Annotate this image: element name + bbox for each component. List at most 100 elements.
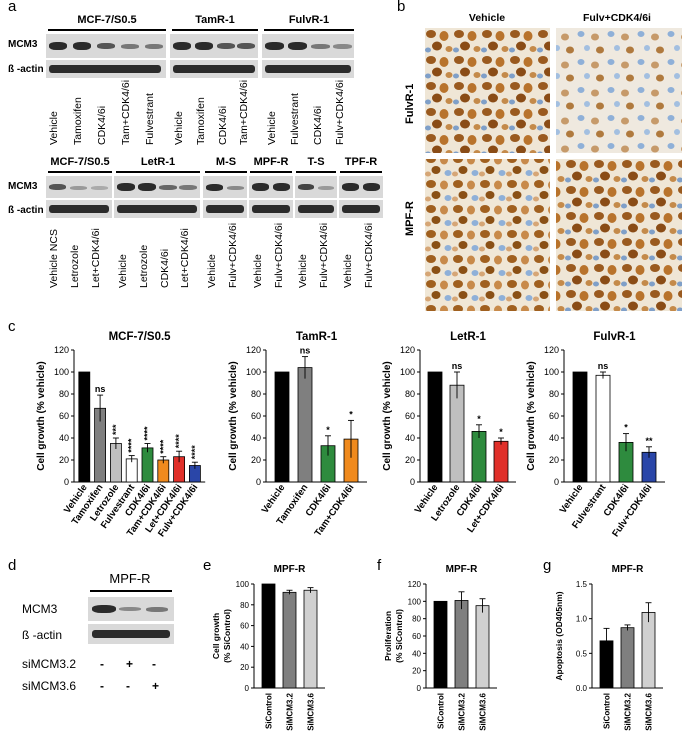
ihc-row-fulvr1: FulvR-1 [404,83,416,124]
significance-label: **** [174,434,184,449]
bar [303,589,318,689]
y-tick-label: 120 [408,580,422,589]
lane-label: CDK4/6i [96,105,108,145]
y-axis-label-line: (% SiControl) [222,609,232,663]
blot-strip [249,176,293,198]
chart-title: MPF-R [446,564,478,575]
category-label: SiMCM3.2 [624,692,633,730]
lane-label: Tamoxifen [195,97,207,145]
group-line [296,171,336,173]
bar [493,440,509,483]
group-line [116,171,200,173]
y-tick-label: 120 [544,345,559,355]
lane-label: Vehicle [297,254,309,288]
bar [475,605,490,689]
y-tick-label: 60 [405,411,415,421]
y-tick-label: 120 [54,345,69,355]
chart-title: TamR-1 [296,331,338,343]
y-axis-label: Apoptosis (OD405nm) [554,591,564,680]
blot-strip [203,200,247,218]
significance-label: ns [598,361,609,371]
row-label-mcm3: MCM3 [8,39,38,50]
group-line [90,590,172,592]
bar [641,612,656,689]
row-label-mcm3: MCM3 [22,602,58,616]
chart-fulvr1: FulvR-1 Cell growth (% vehicle) 0 20 40 60 80 1… [526,331,665,539]
y-tick-label: 120 [246,345,261,355]
significance-label: ns [95,384,106,394]
group-header-ts: T-S [307,156,325,168]
chart-title: MCF-7/S0.5 [109,331,172,343]
blot-strip [339,200,383,218]
y-tick-label: 0 [256,477,261,487]
blot-strip [262,60,354,78]
group-line [264,29,354,31]
chart-title: FulvR-1 [593,331,636,343]
group-line [250,171,292,173]
y-axis-label-line: (% SiControl) [394,609,404,663]
lane-label: Tam+CDK4/6i [238,79,250,145]
significance-label: *** [111,424,121,435]
chart-title: MPF-R [612,564,644,575]
row-label-actin: ß -actin [22,628,63,642]
panel-label-e: e [203,557,212,574]
significance-label: * [624,423,628,433]
blot-strip [203,176,247,198]
bar [572,371,588,483]
lane-label: Fulv+CDK4/6i [363,222,375,288]
row-label-actin: ß -actin [8,64,44,75]
y-tick-label: 40 [549,433,559,443]
y-tick-label: 0 [245,684,250,693]
bar [620,627,635,689]
chart-mcf7: MCF-7/S0.5 Cell growth (% vehicle) 0 20 40 60… [36,331,206,539]
row-label-mcm3: MCM3 [8,181,38,192]
chart-tamr1: TamR-1 Cell growth (% vehicle) 0 20 40 60 80 10… [228,331,367,539]
significance-label: **** [143,426,153,441]
panel-label-b: b [397,0,406,15]
significance-label: **** [127,438,137,453]
y-axis-label: Proliferation(% SiControl) [383,609,404,663]
chart-title: MPF-R [274,564,306,575]
group-line [340,171,382,173]
y-tick-label: 0.0 [576,684,588,693]
lane-label: Vehicle [117,254,129,288]
chart-g-apoptosis: MPF-R Apoptosis (OD405nm) 0.0 0.5 1.0 1.5 SiCo… [554,564,663,731]
blot-strip [114,200,200,218]
blot-strip [170,60,258,78]
y-tick-label: 80 [251,389,261,399]
group-header-mpfr: MPF-R [253,156,289,168]
group-header-ms: M-S [215,156,237,168]
y-tick-label: 60 [251,411,261,421]
lane-label: Tam+CDK4/6i [120,79,132,145]
lane-label: CDK4/6i [159,248,171,288]
y-tick-label: 100 [246,367,261,377]
blot-strip [170,34,258,58]
bar [433,600,448,689]
blot-strip [262,34,354,58]
lane-label: Fulv+CDK4/6i [273,222,285,288]
lane-label: CDK4/6i [312,105,324,145]
lane-label: Vehicle [206,254,218,288]
bar [449,384,465,483]
bar [297,367,313,483]
significance-label: **** [190,445,200,460]
y-tick-label: 80 [59,389,69,399]
y-tick-label: 40 [412,649,421,658]
bar [427,371,443,483]
lane-label: Let+CDK4/6i [90,228,102,288]
y-tick-label: 0 [417,684,422,693]
y-axis-label: Cell growth (% vehicle) [228,361,239,470]
bar [125,458,138,483]
significance-label: * [326,425,330,435]
y-tick-label: 0.5 [576,649,588,658]
y-tick-label: 100 [544,367,559,377]
group-line [48,171,112,173]
blot-strip [88,624,174,644]
category-label: SiMCM3.6 [479,692,488,730]
ihc-col-fulv-cdk: Fulv+CDK4/6i [583,12,651,24]
significance-label: **** [158,439,168,454]
blot-strip [46,200,112,218]
lane-label: Fulvestrant [289,93,301,145]
si-mark: + [126,657,134,671]
bar [78,371,91,483]
